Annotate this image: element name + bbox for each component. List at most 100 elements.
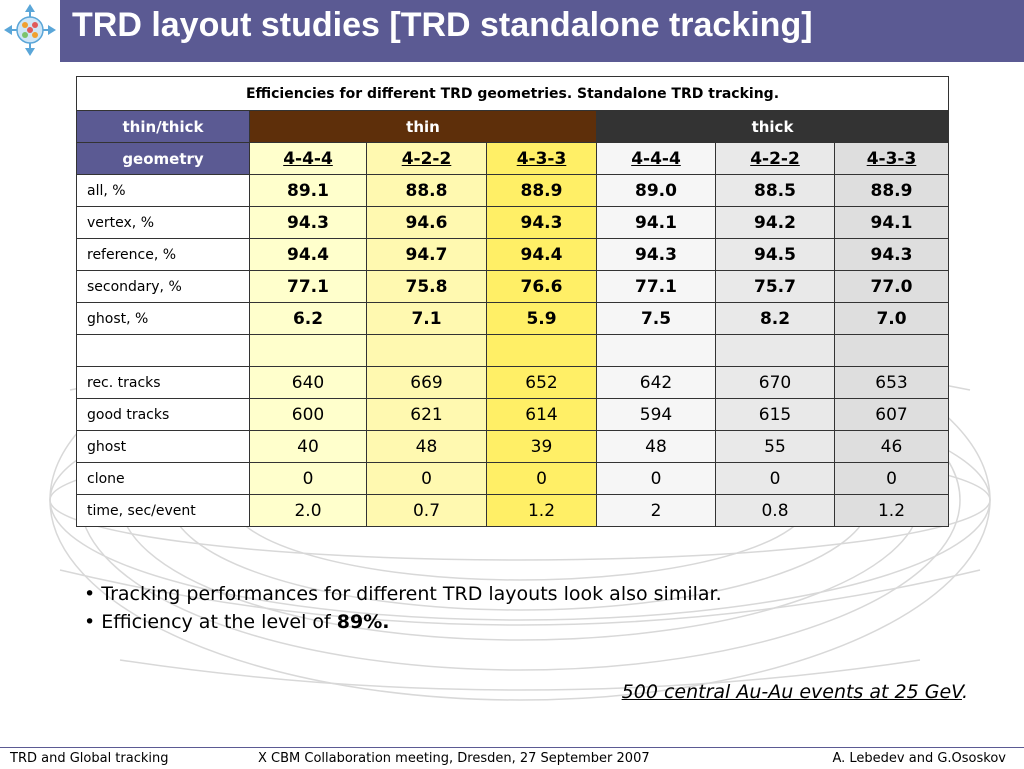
- bullet-emphasis: 89%.: [336, 611, 390, 633]
- table-cell: 94.2: [715, 206, 835, 239]
- table-row: secondary, % 77.1 75.8 76.6 77.1 75.7 77.0: [76, 270, 949, 303]
- table-row: time, sec/event 2.0 0.7 1.2 2 0.8 1.2: [76, 494, 949, 527]
- table-cell: 615: [715, 398, 835, 431]
- table-cell: 89.1: [249, 174, 367, 207]
- row-label: rec. tracks: [76, 366, 250, 399]
- cbm-logo: [4, 4, 56, 56]
- table-cell: 39: [486, 430, 597, 463]
- geometry-cell: 4-4-4: [249, 142, 367, 175]
- table-row: all, % 89.1 88.8 88.9 89.0 88.5 88.9: [76, 174, 949, 207]
- table-cell: 48: [596, 430, 716, 463]
- events-note: 500 central Au-Au events at 25 GeV.: [622, 681, 968, 703]
- table-cell: 55: [715, 430, 835, 463]
- bullet-item: • Tracking performances for different TR…: [84, 583, 722, 605]
- geometry-cell: 4-2-2: [715, 142, 835, 175]
- footer-right: A. Lebedev and G.Ososkov: [832, 751, 1006, 766]
- geometry-cell: 4-3-3: [834, 142, 949, 175]
- bullet-item: • Efficiency at the level of 89%.: [84, 611, 390, 633]
- table-cell: 94.1: [834, 206, 949, 239]
- table-cell: 653: [834, 366, 949, 399]
- table-cell: 94.7: [366, 238, 487, 271]
- table-cell: 600: [249, 398, 367, 431]
- table-cell: 0: [834, 462, 949, 495]
- table-cell: 7.5: [596, 302, 716, 335]
- table-cell: 77.0: [834, 270, 949, 303]
- table-cell: [596, 334, 716, 367]
- table-cell: 88.9: [834, 174, 949, 207]
- table-cell: 0: [249, 462, 367, 495]
- table-row: reference, % 94.4 94.7 94.4 94.3 94.5 94.3: [76, 238, 949, 271]
- table-cell: 652: [486, 366, 597, 399]
- row-label: time, sec/event: [76, 494, 250, 527]
- geometry-cell: 4-4-4: [596, 142, 716, 175]
- table-cell: 75.8: [366, 270, 487, 303]
- table-cell: 0.8: [715, 494, 835, 527]
- row-label: clone: [76, 462, 250, 495]
- table-cell: 0.7: [366, 494, 487, 527]
- table-cell: 1.2: [834, 494, 949, 527]
- table-body: all, % 89.1 88.8 88.9 89.0 88.5 88.9 vertex, % 9…: [76, 174, 949, 527]
- slide-title: TRD layout studies [TRD standalone track…: [72, 6, 813, 44]
- table-cell: 0: [596, 462, 716, 495]
- table-cell: 40: [249, 430, 367, 463]
- table-row: ghost, % 6.2 7.1 5.9 7.5 8.2 7.0: [76, 302, 949, 335]
- footer-center: X CBM Collaboration meeting, Dresden, 27…: [258, 751, 650, 766]
- table-cell: 670: [715, 366, 835, 399]
- table-cell: 88.5: [715, 174, 835, 207]
- row-label: [76, 334, 250, 367]
- table-cell: 77.1: [249, 270, 367, 303]
- table-cell: 77.1: [596, 270, 716, 303]
- table-cell: 640: [249, 366, 367, 399]
- table-cell: 0: [486, 462, 597, 495]
- table-cell: 642: [596, 366, 716, 399]
- table-cell: 88.9: [486, 174, 597, 207]
- table-cell: 7.1: [366, 302, 487, 335]
- row-label: ghost: [76, 430, 250, 463]
- table-row: clone 0 0 0 0 0 0: [76, 462, 949, 495]
- table-cell: 0: [366, 462, 487, 495]
- table-cell: [834, 334, 949, 367]
- table-cell: 94.3: [249, 206, 367, 239]
- table-caption: Efficiencies for different TRD geometrie…: [76, 76, 949, 111]
- table-cell: 614: [486, 398, 597, 431]
- table-cell: [366, 334, 487, 367]
- thick-group-header: thick: [596, 110, 949, 143]
- table-cell: 94.3: [486, 206, 597, 239]
- geometry-cell: 4-3-3: [486, 142, 597, 175]
- table-cell: 1.2: [486, 494, 597, 527]
- table-cell: 76.6: [486, 270, 597, 303]
- table-cell: 94.5: [715, 238, 835, 271]
- table-cell: 94.3: [596, 238, 716, 271]
- table-cell: 94.1: [596, 206, 716, 239]
- table-cell: 594: [596, 398, 716, 431]
- table-cell: [715, 334, 835, 367]
- table-row: vertex, % 94.3 94.6 94.3 94.1 94.2 94.1: [76, 206, 949, 239]
- table-cell: [249, 334, 367, 367]
- title-bar: TRD layout studies [TRD standalone track…: [60, 0, 1024, 62]
- table-cell: 669: [366, 366, 487, 399]
- bullet-text: Efficiency at the level of: [101, 611, 337, 633]
- table-cell: 94.6: [366, 206, 487, 239]
- efficiency-table: Efficiencies for different TRD geometrie…: [76, 76, 949, 527]
- table-cell: 46: [834, 430, 949, 463]
- table-cell: 94.3: [834, 238, 949, 271]
- table-cell: 621: [366, 398, 487, 431]
- table-row: good tracks 600 621 614 594 615 607: [76, 398, 949, 431]
- table-cell: 7.0: [834, 302, 949, 335]
- table-cell: 94.4: [249, 238, 367, 271]
- table-row: rec. tracks 640 669 652 642 670 653: [76, 366, 949, 399]
- geometry-cell: 4-2-2: [366, 142, 487, 175]
- row-label: secondary, %: [76, 270, 250, 303]
- table-cell: 5.9: [486, 302, 597, 335]
- table-row: ghost 40 48 39 48 55 46: [76, 430, 949, 463]
- footer: TRD and Global tracking X CBM Collaborat…: [0, 747, 1024, 769]
- bullet-list: • Tracking performances for different TR…: [84, 580, 722, 636]
- thin-thick-header: thin/thick: [76, 110, 250, 143]
- events-note-text: 500 central Au-Au events at 25 GeV: [621, 681, 962, 703]
- row-label: reference, %: [76, 238, 250, 271]
- table-cell: 2: [596, 494, 716, 527]
- events-note-suffix: .: [961, 681, 968, 703]
- table-cell: 75.7: [715, 270, 835, 303]
- table-cell: 6.2: [249, 302, 367, 335]
- table-row: [76, 334, 949, 367]
